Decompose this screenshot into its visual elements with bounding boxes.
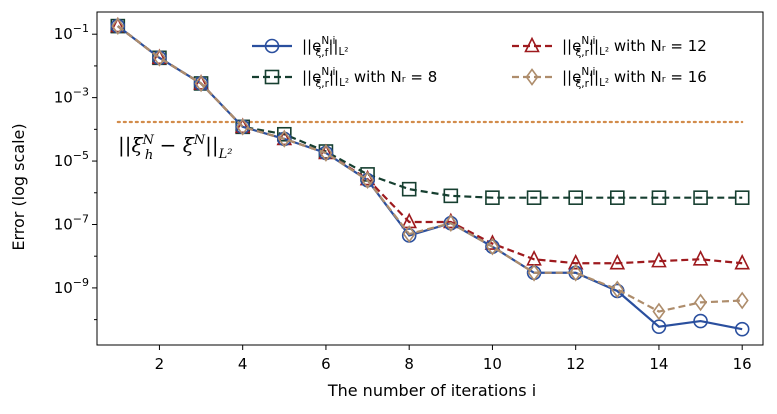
data-point-triangle xyxy=(567,253,584,270)
data-point-diamond xyxy=(735,291,749,310)
legend-label-square: ||eN,i ξ,r||L² with Nᵣ = 8 xyxy=(302,66,437,90)
data-point-diamond xyxy=(527,263,541,282)
data-point-square xyxy=(485,190,500,205)
y-tick-label: 10−7 xyxy=(54,212,89,233)
legend-label-diamond: ||eN,i ξ,r||L² with Nᵣ = 16 xyxy=(562,66,707,90)
data-point-diamond xyxy=(444,214,458,233)
y-tick-label: 10−9 xyxy=(54,276,89,297)
x-tick-label: 2 xyxy=(155,355,165,373)
data-point-square xyxy=(277,126,292,142)
data-point-diamond xyxy=(194,74,208,93)
y-tick-label: 10−1 xyxy=(54,22,89,43)
data-point-square xyxy=(651,190,667,205)
y-tick-label: 10−5 xyxy=(54,149,89,170)
data-point-triangle xyxy=(734,253,750,270)
data-point-triangle xyxy=(234,117,251,134)
series-line-triangle xyxy=(117,25,743,265)
data-point-diamond xyxy=(402,225,416,243)
data-point-circle xyxy=(734,321,750,337)
plot-frame xyxy=(96,11,764,346)
series-line-diamond xyxy=(117,25,743,313)
legend-marker-triangle xyxy=(524,36,540,53)
data-point-square xyxy=(693,190,708,205)
data-point-square xyxy=(568,190,583,205)
data-point-diamond xyxy=(236,117,250,136)
data-point-diamond xyxy=(152,48,166,67)
data-point-triangle xyxy=(151,48,168,65)
data-point-diamond xyxy=(277,130,291,148)
data-point-square xyxy=(526,190,542,205)
data-point-diamond xyxy=(361,171,375,190)
y-axis-label: Error (log scale) xyxy=(9,123,28,250)
legend-marker-square xyxy=(264,69,280,85)
y-tick-label: 10−3 xyxy=(54,86,89,107)
data-point-diamond xyxy=(610,280,624,299)
x-tick-label: 10 xyxy=(483,355,502,373)
x-tick-label: 16 xyxy=(733,355,752,373)
data-point-diamond xyxy=(652,302,666,321)
data-point-triangle xyxy=(110,16,126,33)
data-point-triangle xyxy=(651,251,667,268)
data-point-diamond xyxy=(111,17,125,35)
data-point-square xyxy=(734,190,750,205)
data-point-square xyxy=(610,190,625,205)
data-point-diamond xyxy=(694,293,708,312)
x-tick-label: 4 xyxy=(238,355,248,373)
data-point-square xyxy=(401,181,417,197)
legend-marker-circle xyxy=(264,38,280,54)
reference-line-label: ||ξN h − ξN||L² xyxy=(118,133,232,163)
data-point-square xyxy=(443,188,459,204)
x-axis-label: The number of iterations i xyxy=(327,381,536,400)
x-tick-label: 12 xyxy=(566,355,585,373)
x-tick-label: 6 xyxy=(321,355,331,373)
data-point-diamond xyxy=(485,237,499,256)
data-point-triangle xyxy=(609,253,626,270)
data-point-circle xyxy=(693,313,708,329)
legend-label-circle: ||eN,i ξ,f||L² xyxy=(302,35,349,59)
data-point-diamond xyxy=(319,144,333,162)
data-point-triangle xyxy=(692,249,709,266)
x-tick-label: 8 xyxy=(404,355,414,373)
data-point-diamond xyxy=(569,263,583,282)
legend-marker-diamond xyxy=(525,68,539,86)
legend-label-triangle: ||eN,i ξ,r||L² with Nᵣ = 12 xyxy=(562,35,707,59)
x-tick-label: 14 xyxy=(649,355,668,373)
